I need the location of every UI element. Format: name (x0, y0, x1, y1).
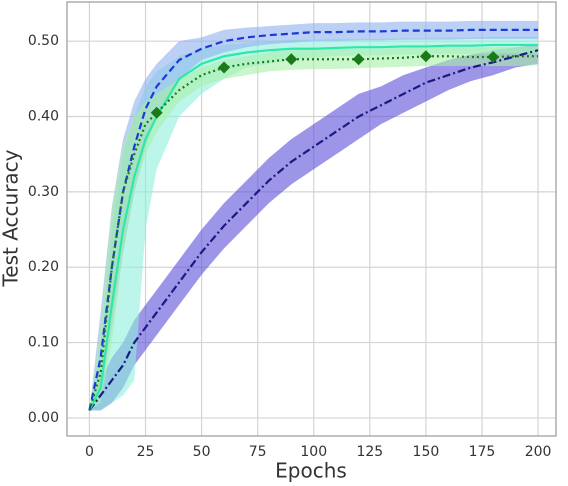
x-tick-label: 100 (300, 444, 327, 460)
plot-frame (66, 1, 557, 437)
y-tick-label: 0.00 (28, 410, 59, 426)
x-axis-label: Epochs (275, 459, 347, 483)
data-point (352, 53, 365, 66)
data-point (285, 53, 298, 66)
x-tick-label: 175 (469, 444, 496, 460)
x-tick-label: 200 (525, 444, 552, 460)
series-line (88, 55, 539, 411)
y-axis-label: Test Accuracy (0, 149, 23, 287)
y-tick-label: 0.40 (28, 109, 59, 125)
x-tick-label: 0 (85, 444, 94, 460)
data-point (150, 106, 163, 119)
data-point (419, 50, 432, 63)
y-tick-label: 0.50 (28, 33, 59, 49)
series-line (88, 43, 539, 411)
confidence-band (89, 36, 539, 411)
series-line (88, 49, 539, 412)
y-tick-label: 0.30 (28, 184, 59, 200)
series-line (88, 28, 539, 411)
x-tick-label: 50 (193, 444, 211, 460)
x-tick-label: 125 (356, 444, 383, 460)
y-tick-label: 0.10 (28, 335, 59, 351)
x-tick-label: 25 (137, 444, 155, 460)
data-point (487, 51, 500, 64)
x-tick-label: 75 (249, 444, 267, 460)
y-tick-label: 0.20 (28, 259, 59, 275)
x-tick-label: 150 (413, 444, 440, 460)
data-point (218, 61, 231, 74)
